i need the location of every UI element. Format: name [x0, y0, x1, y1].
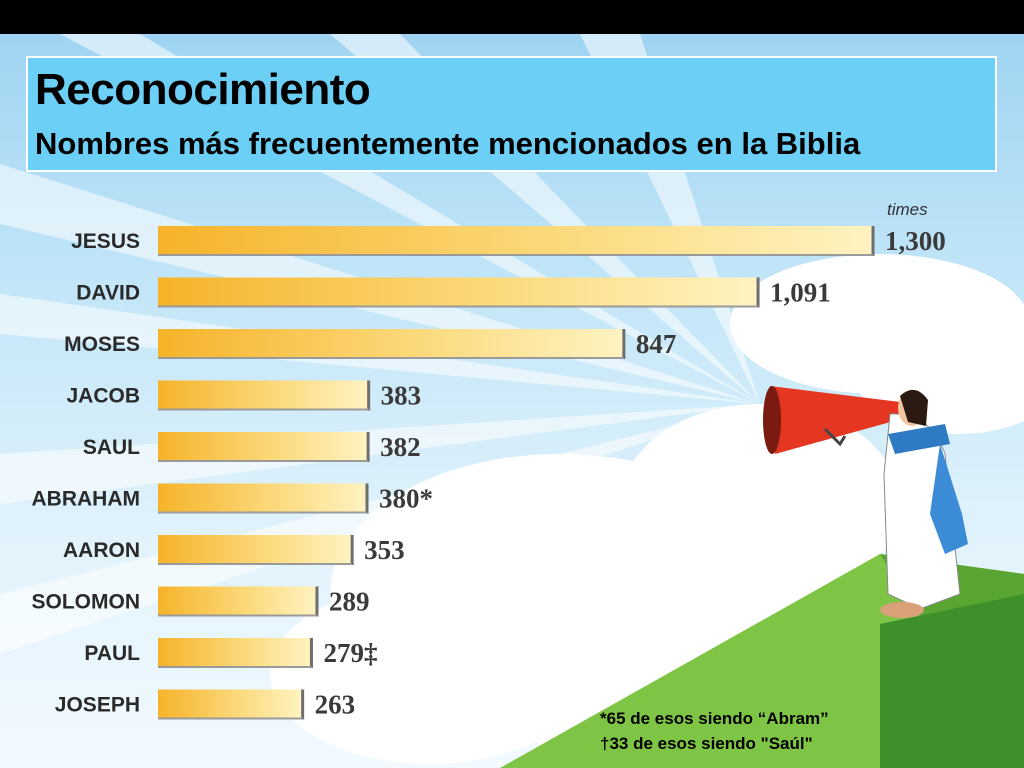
value-label: 289	[329, 587, 370, 617]
category-label: JESUS	[71, 230, 140, 253]
category-label: SOLOMON	[32, 591, 141, 614]
value-label: 279‡	[323, 638, 377, 668]
value-label: 382	[380, 432, 421, 462]
category-label: ABRAHAM	[32, 488, 141, 511]
bar	[158, 277, 759, 306]
bar	[158, 380, 369, 409]
footnotes: *65 de esos siendo “Abram” †33 de esos s…	[600, 706, 829, 756]
units-label: times	[887, 200, 928, 219]
footnote-saul: †33 de esos siendo "Saúl"	[600, 734, 813, 753]
value-label: 383	[381, 381, 422, 411]
slide-subtitle: Nombres más frecuentemente mencionados e…	[35, 126, 861, 161]
value-label: 380*	[379, 484, 433, 514]
bar	[158, 226, 873, 254]
footnote-abram: *65 de esos siendo “Abram”	[600, 709, 829, 728]
bar	[158, 432, 369, 460]
bar	[158, 329, 624, 357]
value-label: 1,091	[770, 278, 831, 308]
slide-stage: Reconocimiento Nombres más frecuentement…	[0, 34, 1024, 768]
value-label: 263	[315, 690, 356, 720]
prophet-figure	[763, 386, 968, 618]
background-illustration	[0, 34, 1024, 768]
category-label: AARON	[63, 539, 140, 562]
category-label: JOSEPH	[55, 694, 140, 717]
bar	[158, 689, 303, 718]
category-label: PAUL	[84, 642, 140, 665]
bar-chart: JESUS 1,300 DAVID 1,091 MOSES 847 JACOB 383 SAUL…	[32, 226, 946, 720]
slide-title: Reconocimiento	[35, 65, 371, 114]
category-label: JACOB	[66, 385, 140, 408]
bar	[158, 586, 317, 615]
bar	[158, 638, 312, 666]
title-box: Reconocimiento Nombres más frecuentement…	[26, 56, 997, 172]
value-label: 847	[636, 329, 677, 359]
value-label: 353	[364, 535, 405, 565]
category-label: DAVID	[76, 282, 140, 305]
bar	[158, 483, 367, 512]
value-label: 1,300	[885, 226, 946, 256]
category-label: MOSES	[64, 333, 140, 356]
bar	[158, 535, 353, 563]
category-label: SAUL	[83, 436, 140, 459]
